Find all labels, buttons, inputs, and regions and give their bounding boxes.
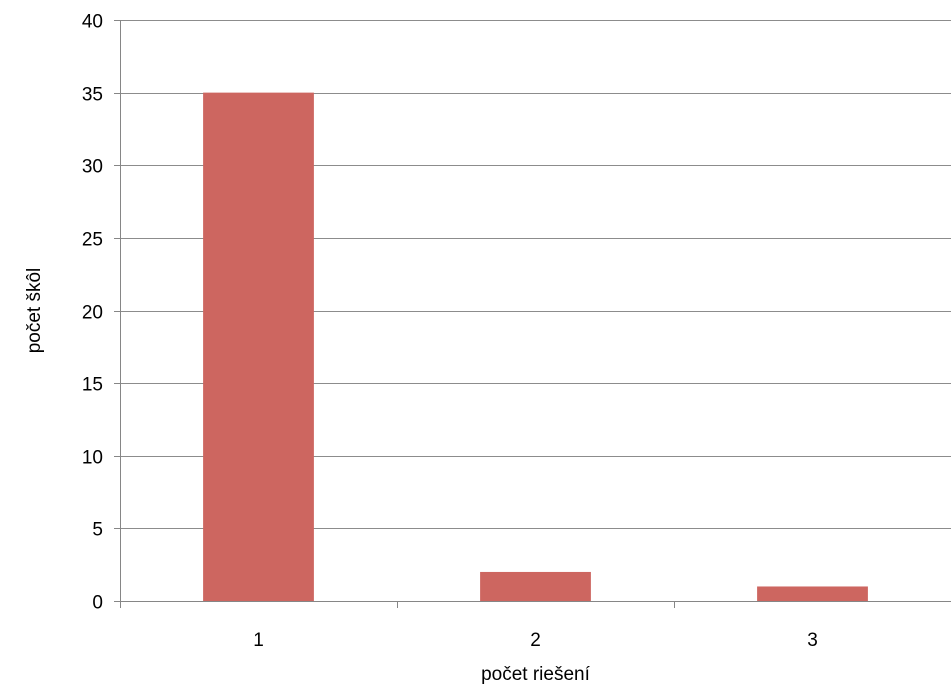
x-axis-title: počet riešení: [481, 664, 591, 685]
axes: [114, 20, 951, 608]
y-tick-label: 35: [82, 85, 103, 106]
y-tick-label: 15: [82, 375, 103, 396]
y-tick-label: 20: [82, 303, 103, 324]
y-tick-label: 30: [82, 157, 103, 178]
y-tick-label: 25: [82, 230, 103, 251]
bar-2: [480, 571, 591, 601]
bar-3: [757, 586, 868, 601]
y-tick-label: 5: [92, 520, 103, 541]
y-tick-labels: 0 5 10 15 20 25 30 35 40: [82, 12, 103, 614]
y-tick-label: 0: [92, 593, 103, 614]
bar-1: [203, 92, 314, 601]
x-tick-label: 1: [253, 630, 264, 651]
y-tick-label: 10: [82, 448, 103, 469]
x-tick-labels: 1 2 3: [253, 630, 818, 651]
y-axis-title: počet škôl: [24, 268, 45, 354]
x-tick-label: 2: [530, 630, 541, 651]
y-tick-label: 40: [82, 12, 103, 33]
bars: [203, 92, 868, 601]
x-tick-label: 3: [807, 630, 818, 651]
